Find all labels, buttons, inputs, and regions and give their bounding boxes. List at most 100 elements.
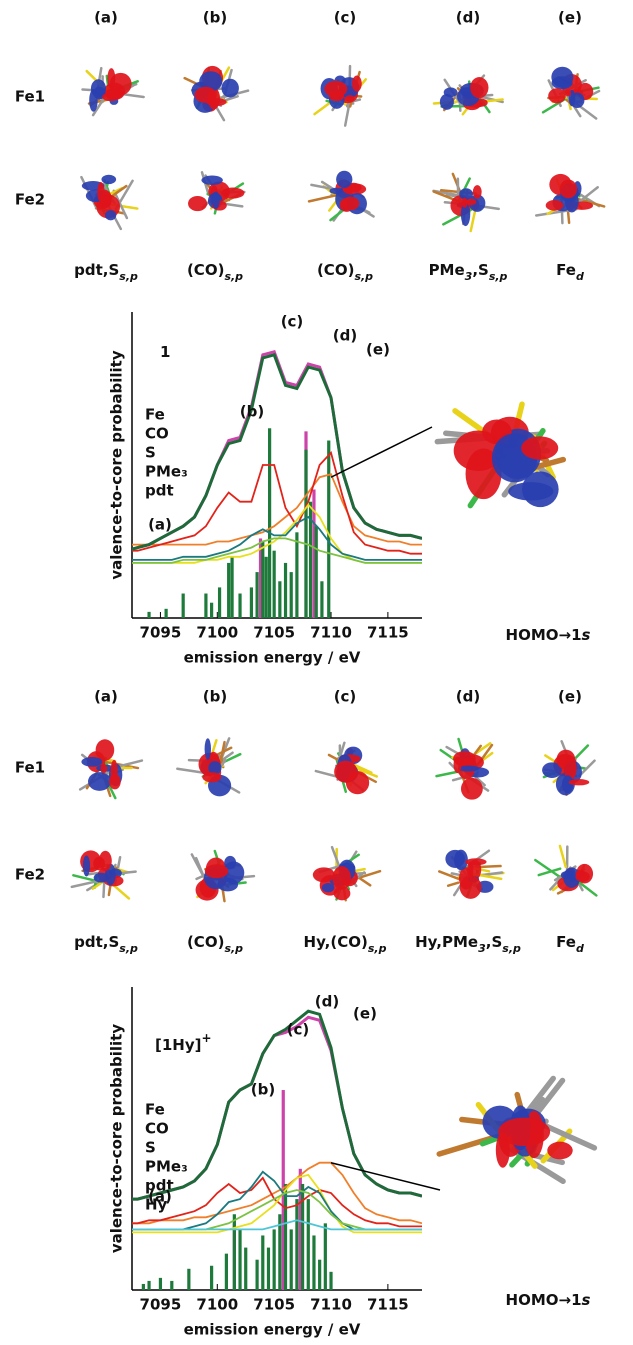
lobe [445,849,465,868]
legend-entry: PMe₃ [145,463,188,481]
stick [264,556,268,618]
bond [327,753,341,762]
stick [283,562,288,618]
stick [238,1229,242,1290]
stick [147,1280,151,1290]
pointer [330,1162,441,1191]
text-part: pdt,S [74,261,119,279]
lobe [467,861,474,879]
stick [227,562,231,618]
text-part: 1 [160,343,170,361]
orbital-render [436,1075,598,1185]
peak-label: (d) [333,327,357,345]
peak-label: (c) [281,313,304,331]
stick [210,1265,214,1290]
stick [289,1229,293,1290]
x-tick-label: 7100 [196,1296,238,1314]
lobe [472,185,482,199]
caption: (CO)s,p [187,261,243,283]
stick [217,587,222,618]
stick [278,1214,282,1290]
caption: (CO)s,p [317,261,373,283]
x-tick-label: 7095 [140,1296,182,1314]
orbital-render [176,737,242,797]
lobe [439,93,454,110]
lobe [221,78,239,98]
stick [230,556,234,618]
stick [312,1235,316,1290]
stick [304,449,308,618]
lobe [109,72,132,96]
orbital-render [434,401,567,509]
stick [272,1229,276,1290]
column-label: (a) [94,9,118,27]
text-part: pdt,S [74,933,119,951]
pointer [330,426,433,478]
lobe [345,95,355,102]
lobe [93,856,105,871]
text-part: s [582,626,591,644]
stick [300,1183,305,1290]
lobe [101,174,117,185]
chart-label: 1 [160,343,170,361]
orbital-render [438,849,505,899]
lobe [547,1141,573,1160]
stick [204,593,208,618]
spectrum-line [132,352,422,551]
lobe [453,756,462,774]
column-label: (c) [334,688,357,706]
x-tick-label: 7100 [196,624,238,642]
legend-entry: Fe [145,406,165,424]
lobe [333,886,351,901]
stick [306,1199,310,1290]
bond [112,189,129,220]
stick [308,501,313,618]
stick [268,428,272,618]
caption: pdt,Ss,p [74,933,138,955]
peak-label: (e) [366,341,390,359]
text-part: HOMO→1 [506,1291,582,1309]
orbital-render [432,74,504,116]
lobe [95,739,115,761]
legend-entry: CO [145,1120,169,1138]
lobe [88,772,111,791]
legend-entry: pdt [145,482,174,500]
orbital-render [435,737,494,800]
lobe [93,872,109,883]
peak-label: (b) [251,1081,275,1099]
orbital-render [183,65,250,122]
spectrum-line [132,1161,422,1225]
legend-entry: PMe₃ [145,1158,188,1176]
text-part: s,p [502,942,521,955]
text-part: PMe [429,261,465,279]
stick [261,541,265,618]
lobe [498,1117,551,1147]
lobe [221,187,245,199]
orbital-render [190,849,256,903]
stick [318,1259,322,1290]
legend-entry: Hy [145,1196,168,1214]
bond [537,867,562,877]
caption: pdt,Ss,p [74,261,138,283]
text-part: s [582,1291,591,1309]
lobe [469,194,486,212]
lobe [201,175,223,185]
stick [147,611,151,618]
lobe [332,866,352,890]
orbital-label: HOMO→1s [506,626,591,644]
stick [258,538,263,618]
stick [298,1168,302,1290]
stick [295,532,299,618]
text-part: s,p [489,270,508,283]
caption: Fed [556,933,584,955]
x-tick-label: 7115 [367,1296,409,1314]
lobe [542,762,562,778]
stick [283,1183,288,1290]
bond [543,1123,598,1151]
legend-entry: S [145,1139,156,1157]
lobe [561,775,574,794]
peak-label: (e) [353,1005,377,1023]
lobe [342,196,360,211]
lobe [321,882,335,893]
bond [578,759,596,778]
